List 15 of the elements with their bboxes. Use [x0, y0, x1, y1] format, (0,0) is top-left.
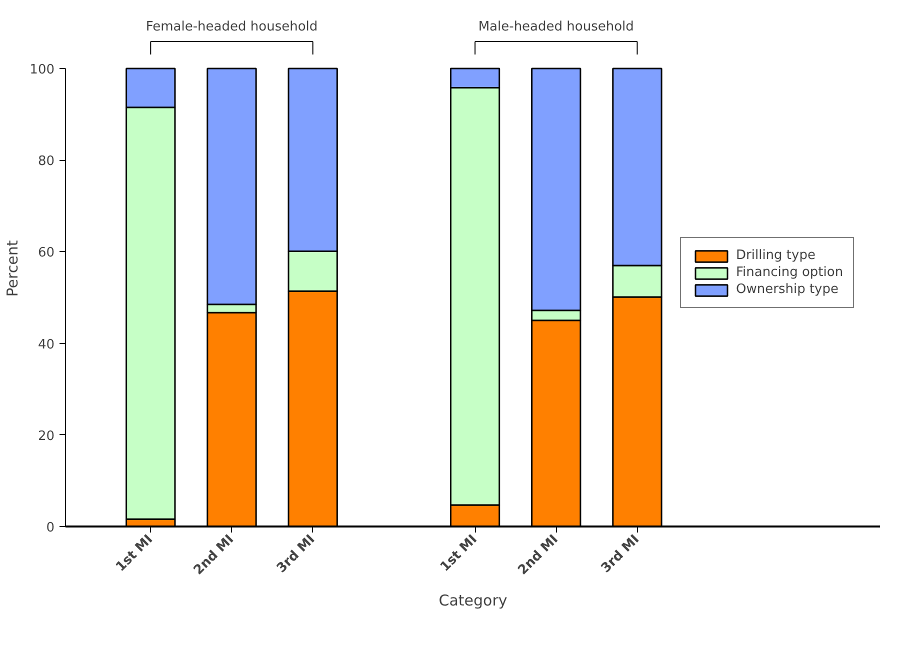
y-tick-label: 40: [38, 337, 55, 352]
legend-label: Ownership type: [736, 282, 838, 297]
y-tick-label: 20: [38, 428, 55, 444]
x-tick-label: 1st MI: [438, 532, 480, 575]
y-tick-label: 80: [38, 154, 55, 170]
y-tick-label: 60: [38, 246, 55, 261]
y-tick-label: 0: [46, 520, 55, 536]
legend-label: Drilling type: [736, 248, 816, 263]
y-tick-label: 100: [30, 62, 55, 78]
y-axis-title: Percent: [4, 240, 22, 297]
text: Male-headed household: [478, 20, 634, 34]
legend-label: Financing option: [736, 265, 844, 280]
x-tick-label: 1st MI: [113, 532, 156, 575]
x-axis-title: Category: [438, 591, 508, 610]
text: Female-headed household: [146, 20, 318, 34]
